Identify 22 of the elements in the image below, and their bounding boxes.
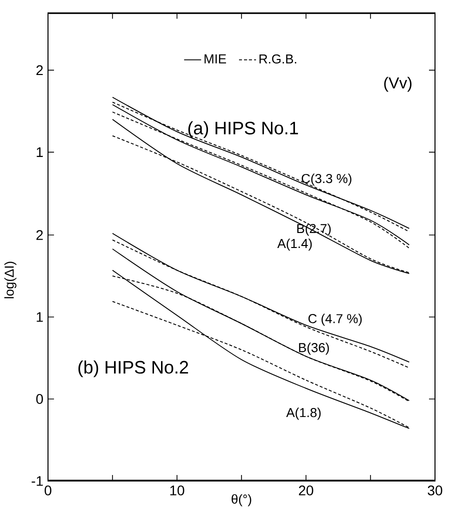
y-tick-label: 2 <box>36 230 43 240</box>
annotation: C(3.3 %) <box>302 174 352 186</box>
x-tick-label: 10 <box>170 486 184 496</box>
legend-label: R.G.B. <box>260 54 296 64</box>
text: (b) HIPS No.2 <box>78 360 188 378</box>
y-tick-label: 0 <box>36 394 43 404</box>
annotation: (Vv) <box>384 76 412 92</box>
annotation: A(1.4) <box>277 238 312 251</box>
x-tick-label: 0 <box>44 486 52 496</box>
text: (a) HIPS No.1 <box>188 121 298 138</box>
annotation: B(36) <box>299 342 329 355</box>
x-axis-title: θ(°) <box>232 494 252 506</box>
annotation: C (4.7 %) <box>308 314 362 326</box>
x-tick-label: 20 <box>298 486 314 496</box>
annotation: A(1.8) <box>286 408 321 420</box>
y-tick-label: 1 <box>36 312 43 322</box>
y-tick-label: -1 <box>32 476 43 486</box>
legend-label: MIE <box>204 54 226 64</box>
y-tick-label: 1 <box>36 147 43 157</box>
y-tick-label: 2 <box>36 65 43 76</box>
y-axis-title: log(ΔI) <box>4 262 16 298</box>
x-tick-label: 30 <box>428 486 442 496</box>
